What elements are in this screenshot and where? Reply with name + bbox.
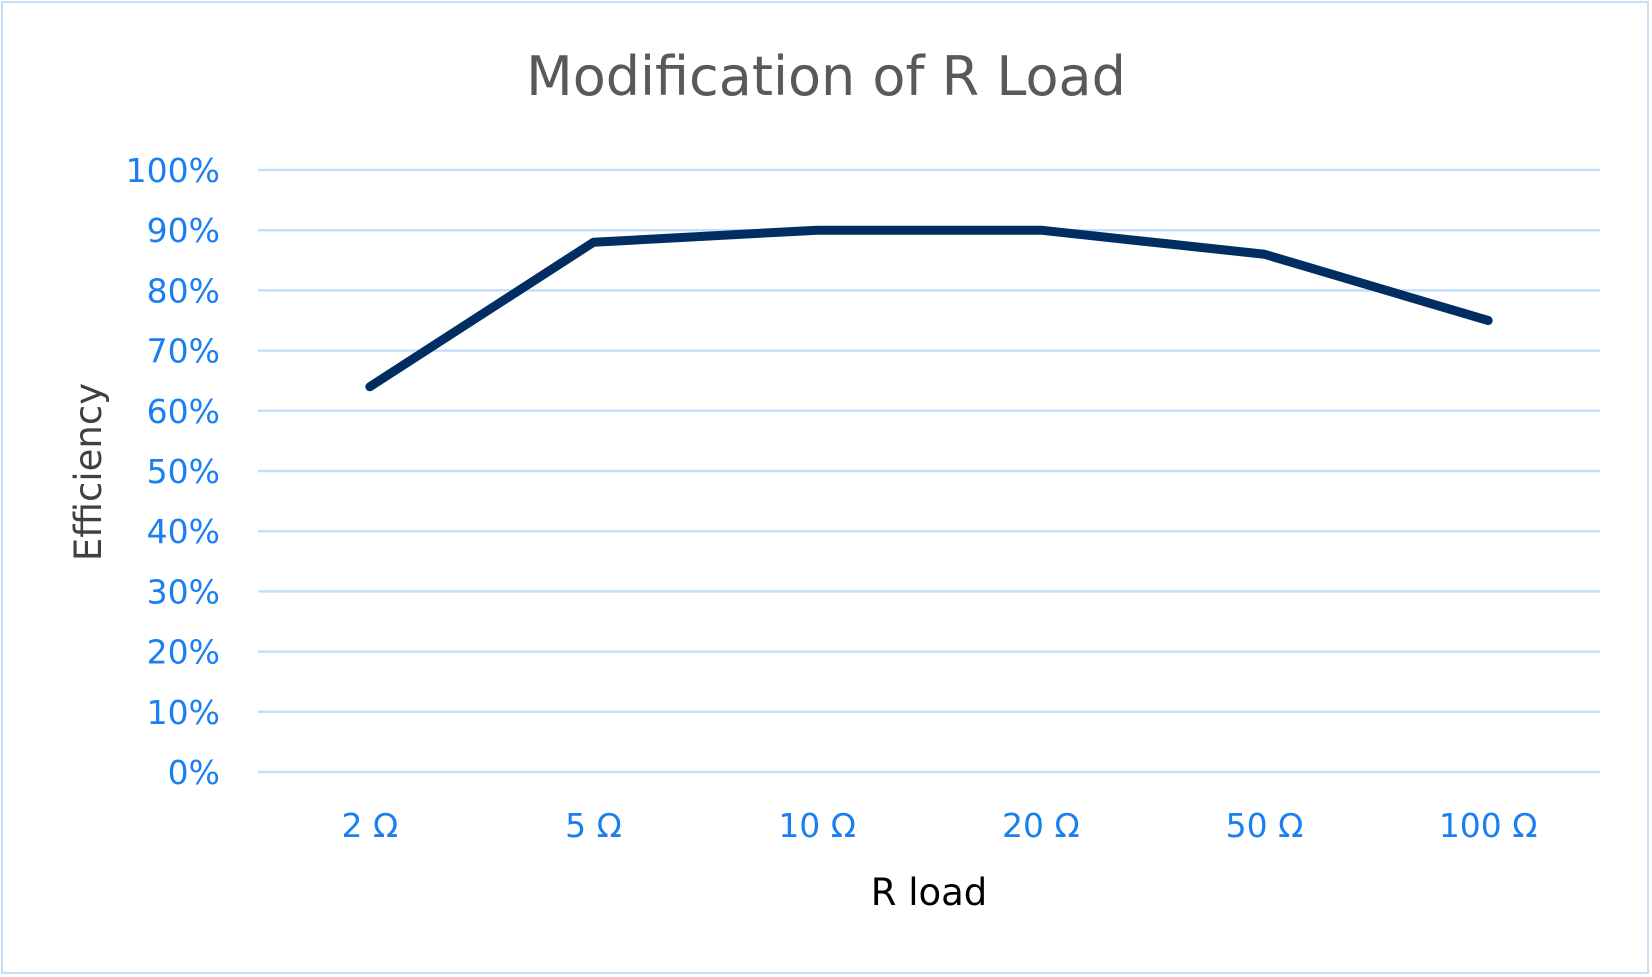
y-tick-label: 60% <box>147 392 220 431</box>
y-tick-label: 80% <box>147 271 220 310</box>
y-tick-label: 50% <box>147 452 220 491</box>
y-tick-label: 40% <box>147 512 220 551</box>
y-tick-label: 100% <box>126 151 220 190</box>
y-tick-label: 70% <box>147 332 220 371</box>
y-tick-label: 10% <box>147 693 220 732</box>
x-tick-label: 20 Ω <box>1002 806 1080 845</box>
y-tick-label: 90% <box>147 211 220 250</box>
y-tick-label: 30% <box>147 572 220 611</box>
x-tick-label: 50 Ω <box>1226 806 1304 845</box>
y-tick-label: 0% <box>168 753 220 792</box>
x-tick-label: 5 Ω <box>565 806 622 845</box>
y-tick-label: 20% <box>147 633 220 672</box>
series-line <box>365 225 1493 392</box>
x-axis-label: R load <box>871 871 988 914</box>
x-tick-label: 2 Ω <box>341 806 398 845</box>
x-tick-label: 10 Ω <box>778 806 856 845</box>
y-axis-label: Efficiency <box>67 383 110 561</box>
chart-title: Modification of R Load <box>526 45 1126 108</box>
x-tick-label: 100 Ω <box>1439 806 1538 845</box>
